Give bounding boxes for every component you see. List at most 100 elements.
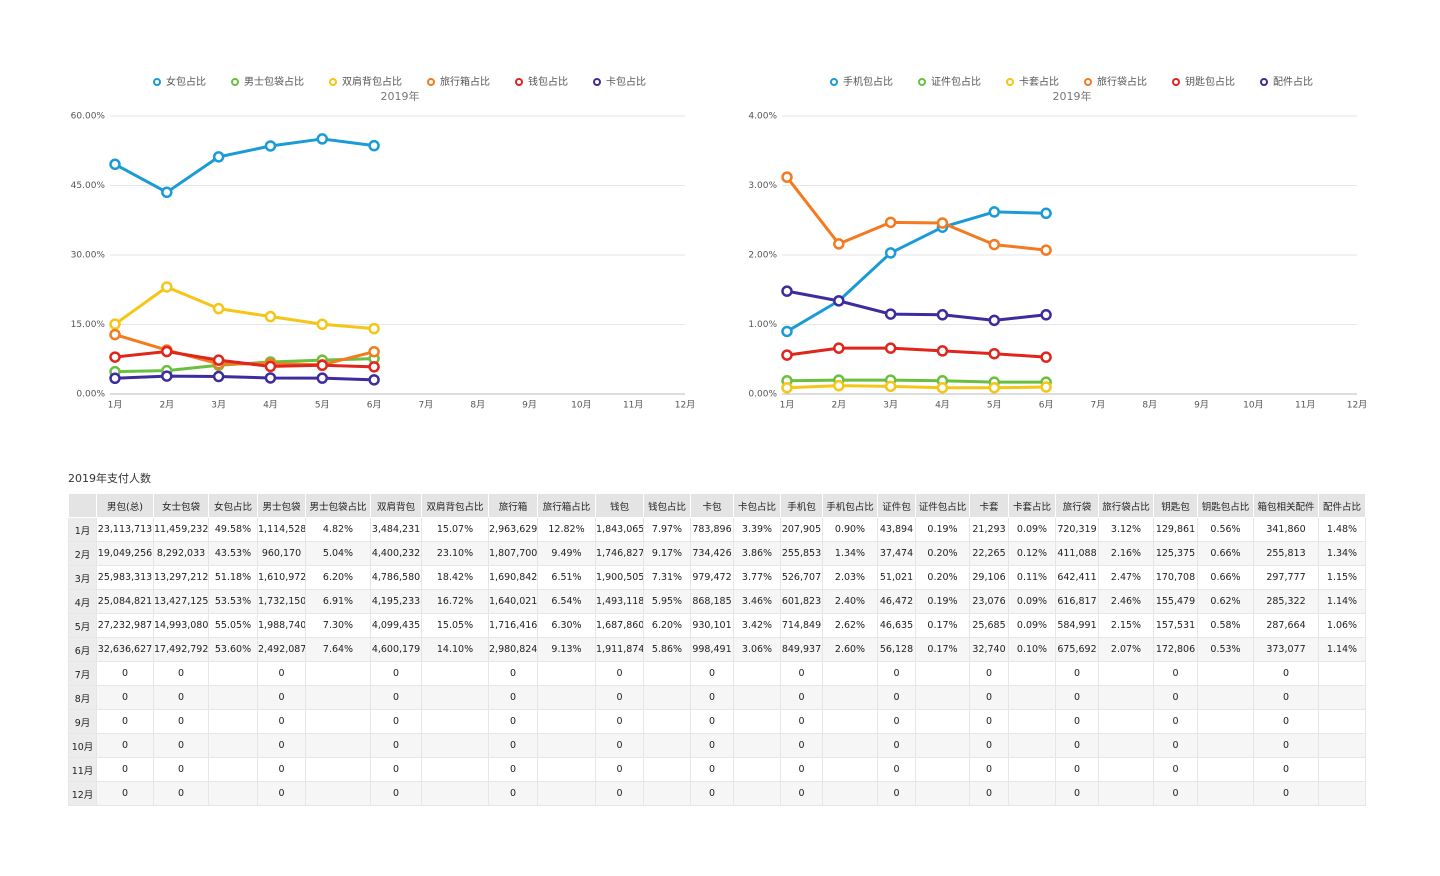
data-point <box>1040 207 1052 220</box>
table-cell: 6.30% <box>537 613 596 638</box>
table-cell: 0.53% <box>1197 637 1254 662</box>
table-cell: 0.10% <box>1008 637 1056 662</box>
table-cell: 32,636,627 <box>96 637 154 662</box>
table-cell: 734,426 <box>690 541 734 566</box>
table-cell <box>1197 733 1254 758</box>
table-cell: 29,106 <box>969 565 1009 590</box>
table-cell: 0 <box>1055 685 1099 710</box>
legend-marker <box>593 78 601 86</box>
table-cell <box>1098 685 1154 710</box>
header-cell: 旅行袋 <box>1055 493 1099 518</box>
row-label: 8月 <box>68 685 97 710</box>
table-cell: 783,896 <box>690 517 734 542</box>
row-label: 11月 <box>68 757 97 782</box>
data-table: 男包(总) 女士包袋 女包占比 男士包袋 男士包袋占比 双肩背包 双肩背包占比 旅行箱 旅行箱占… <box>68 493 1366 806</box>
series-line <box>786 289 1047 322</box>
table-cell: 998,491 <box>690 637 734 662</box>
table-cell <box>733 709 781 734</box>
table-cell <box>305 781 371 806</box>
legend-item: 钱包占比 <box>515 75 568 88</box>
legend-marker <box>1006 78 1014 86</box>
table-cell: 43,894 <box>877 517 916 542</box>
y-tick-label: 1.00% <box>748 320 777 330</box>
table-cell <box>1318 709 1366 734</box>
table-cell: 53.53% <box>208 589 258 614</box>
data-point <box>109 372 121 385</box>
table-cell: 0 <box>780 709 823 734</box>
table-cell: 17,492,792 <box>153 637 209 662</box>
x-tick-label: 2月 <box>831 400 846 411</box>
x-tick-label: 9月 <box>522 400 537 411</box>
x-tick-label: 11月 <box>1295 400 1315 411</box>
table-row: 5月 27,232,987 14,993,080 55.05% 1,988,740 7.3… <box>68 613 1366 638</box>
header-cell: 男包(总) <box>96 493 154 518</box>
table-cell: 0 <box>488 781 538 806</box>
table-cell: 23,113,713 <box>96 517 154 542</box>
series-line <box>786 346 1047 359</box>
table-cell: 43.53% <box>208 541 258 566</box>
table-cell: 285,322 <box>1253 589 1319 614</box>
table-cell: 1,716,416 <box>488 613 538 638</box>
table-cell: 0 <box>1055 757 1099 782</box>
data-point <box>1040 351 1052 363</box>
table-cell: 3.12% <box>1098 517 1154 542</box>
table-row: 3月 25,983,313 13,297,212 51.18% 1,610,972 6.2… <box>68 565 1366 590</box>
table-cell: 960,170 <box>257 541 306 566</box>
table-cell <box>1008 781 1056 806</box>
legend-marker <box>329 78 337 86</box>
table-cell <box>208 757 258 782</box>
table-cell: 1.06% <box>1318 613 1366 638</box>
table-cell: 2,963,629 <box>488 517 538 542</box>
table-cell <box>1098 733 1154 758</box>
table-cell: 13,427,125 <box>153 589 209 614</box>
header-cell: 配件占比 <box>1318 493 1366 518</box>
table-row: 11月 0 0 0 0 0 0 0 0 0 0 0 0 0 <box>68 757 1366 782</box>
table-cell <box>1008 757 1056 782</box>
table-row: 1月 23,113,713 11,459,232 49.58% 1,114,528 4.8… <box>68 517 1366 542</box>
header-cell: 钱包 <box>595 493 644 518</box>
table-cell: 4,099,435 <box>370 613 422 638</box>
table-cell: 37,474 <box>877 541 916 566</box>
data-point <box>161 186 173 199</box>
data-point <box>368 361 380 373</box>
legend-marker <box>231 78 239 86</box>
header-cell: 女士包袋 <box>153 493 209 518</box>
table-cell <box>733 733 781 758</box>
table-cell: 13,297,212 <box>153 565 209 590</box>
table-cell: 4,600,179 <box>370 637 422 662</box>
legend-label: 旅行袋占比 <box>1097 75 1147 88</box>
table-cell <box>421 685 489 710</box>
table-cell <box>915 709 970 734</box>
table-cell: 0 <box>780 685 823 710</box>
table-cell <box>643 685 691 710</box>
legend-item: 旅行箱占比 <box>427 75 490 88</box>
table-cell: 0 <box>969 661 1009 686</box>
y-tick-label: 45.00% <box>71 181 106 191</box>
series-line <box>785 176 1047 252</box>
data-point <box>988 206 1001 218</box>
row-label: 5月 <box>68 613 97 638</box>
data-point <box>936 381 949 394</box>
table-cell: 0 <box>370 709 422 734</box>
table-cell: 6.20% <box>305 565 371 590</box>
table-cell: 0.90% <box>822 517 878 542</box>
table-cell <box>822 661 878 686</box>
table-cell: 0 <box>877 733 916 758</box>
table-cell: 2,980,824 <box>488 637 538 662</box>
table-cell: 6.54% <box>537 589 596 614</box>
data-point <box>1040 309 1052 321</box>
data-point <box>988 238 1001 251</box>
table-cell: 0 <box>96 685 154 710</box>
header-cell: 证件包 <box>877 493 916 518</box>
table-cell: 23.10% <box>421 541 489 566</box>
table-cell: 0 <box>595 709 644 734</box>
table-cell: 255,813 <box>1253 541 1319 566</box>
table-cell: 155,479 <box>1153 589 1198 614</box>
x-tick-label: 4月 <box>935 400 950 411</box>
data-point <box>936 345 949 357</box>
data-point <box>212 151 225 163</box>
legend-marker <box>427 78 435 86</box>
table-cell: 1.34% <box>1318 541 1366 566</box>
table-cell <box>1098 757 1154 782</box>
data-point <box>781 381 793 394</box>
